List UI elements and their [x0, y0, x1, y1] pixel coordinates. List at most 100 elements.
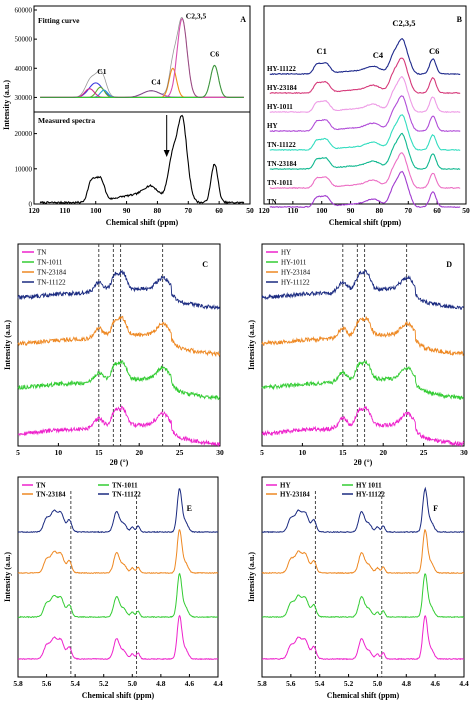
panel-c-series-1: [17, 360, 221, 401]
panel-b-xtick-label: 100: [316, 206, 328, 215]
panel-a-top-ytick-label: 40000: [15, 65, 33, 73]
panel-a-bottom-ytick-label: 20000: [15, 130, 33, 138]
panel-e-frame: [17, 476, 219, 678]
panel-f-xtick-label: 5.8: [257, 679, 267, 688]
panel-a-annotation-c235: C2,3,5: [186, 12, 207, 21]
panel-b-xtick-label: 60: [433, 206, 441, 215]
panel-b-series-4: [269, 114, 461, 151]
panel-a-xlabel: Chemical shift (ppm): [106, 218, 179, 227]
panel-c-ylabel: Intensity (a.u.): [3, 320, 12, 370]
panel-b-series-6: [269, 152, 461, 190]
panel-a-xtick-label: 110: [59, 206, 70, 215]
panel-b-xtick-label: 120: [258, 206, 270, 215]
panel-c-xtick-label: 5: [16, 448, 20, 457]
panel-b-series-label-4: TN-11122: [267, 141, 296, 149]
panel-f-frame: [261, 476, 465, 678]
panel-a-xtick-label: 50: [246, 206, 254, 215]
panel-e-xtick-label: 4.8: [156, 679, 166, 688]
panel-b-series-1: [269, 57, 461, 95]
panel-b-series-label-5: TN-23184: [267, 160, 297, 168]
panel-f-xlabel: Chemical shift (ppm): [327, 691, 400, 700]
panel-f-legend-label-0: HY: [280, 482, 291, 490]
panel-a-xtick-label: 70: [185, 206, 193, 215]
panel-b-xtick-label: 50: [462, 206, 470, 215]
panel-c-series-2: [17, 315, 221, 358]
panel-c-legend-label-2: TN-23184: [37, 269, 67, 277]
panel-c-frame: [17, 243, 221, 447]
panel-d-xtick-label: 25: [420, 448, 428, 457]
panel-b-series-label-6: TN-1011: [267, 179, 293, 187]
panel-b-annotation-c4: C4: [373, 50, 384, 60]
panel-f-letter: F: [433, 504, 438, 513]
panel-b-series-3: [269, 95, 461, 133]
panel-e-xtick-label: 5.2: [99, 679, 109, 688]
panel-e-legend-label-2: TN-23184: [36, 491, 66, 499]
panel-d-frame: [261, 243, 465, 447]
panel-b-xtick-label: 110: [287, 206, 298, 215]
panel-a-annotation-c1: C1: [97, 67, 106, 76]
panel-a-frame: [33, 5, 251, 205]
panel-a-arrowhead: [163, 150, 170, 157]
panel-d-legend-label-3: HY-11122: [281, 279, 310, 287]
panel-e-xtick-label: 5.0: [128, 679, 138, 688]
panel-a-bottom-ytick-label: 0: [29, 201, 33, 209]
panel-a-fit-envelope: [40, 17, 244, 98]
panel-d-letter: D: [446, 260, 452, 269]
panel-e-legend-label-3: TN-11122: [112, 491, 141, 499]
panel-f-legend-label-1: HY 1011: [356, 482, 382, 490]
panel-a-xtick-label: 90: [123, 206, 131, 215]
panel-b-letter: B: [457, 15, 463, 24]
panel-b-series-5: [269, 132, 461, 171]
panel-b-annotation-c6: C6: [429, 46, 439, 56]
panel-e-series-2: [17, 529, 219, 575]
panel-f-legend-label-3: HY-11122: [356, 491, 385, 499]
panel-e-xtick-label: 4.4: [213, 679, 223, 688]
panel-e-xtick-label: 5.8: [13, 679, 23, 688]
panel-f-xtick-label: 5.6: [286, 679, 296, 688]
panel-c-series-0: [17, 405, 221, 448]
panel-b-annotation-c235: C2,3,5: [392, 18, 415, 28]
panel-f-xtick-label: 4.6: [430, 679, 440, 688]
panel-c-xtick-label: 10: [55, 448, 63, 457]
panel-c-letter: C: [202, 260, 208, 269]
panel-e-series-1: [17, 572, 219, 619]
panel-e-xtick-label: 5.4: [70, 679, 80, 688]
panel-b-series-2: [269, 76, 461, 114]
panel-e-xlabel: Chemical shift (ppm): [82, 691, 155, 700]
panel-b-frame: [263, 5, 467, 205]
panel-e-legend-label-0: TN: [36, 482, 46, 490]
panel-d-xtick-label: 20: [379, 448, 387, 457]
panel-b-series-label-3: HY: [267, 122, 278, 130]
panel-f-xtick-label: 5.2: [344, 679, 354, 688]
panel-d-series-0: [261, 405, 465, 448]
panel-a-xtick-label: 80: [154, 206, 162, 215]
panel-c-series-3: [17, 269, 221, 311]
panel-c-xtick-label: 20: [135, 448, 143, 457]
panel-c-xtick-label: 15: [95, 448, 103, 457]
panel-d-series-2: [261, 316, 464, 357]
panel-f-series-0: [261, 615, 465, 661]
panel-f-series-2: [261, 529, 465, 575]
panel-a-top-ytick-label: 60000: [15, 7, 33, 15]
panel-e-series-0: [17, 614, 219, 661]
panel-d-legend-label-0: HY: [281, 249, 291, 257]
panel-e-legend-label-1: TN-1011: [112, 482, 138, 490]
panel-e-xtick-label: 4.6: [185, 679, 195, 688]
panel-b-annotation-c1: C1: [317, 46, 327, 56]
panel-f-series-3: [261, 486, 465, 534]
panel-a-annotation-c4: C4: [151, 77, 160, 86]
panel-a-annotation-c6: C6: [210, 50, 219, 59]
panel-c-legend-label-0: TN: [37, 249, 46, 257]
panel-a-fit-curve-0: [40, 82, 244, 98]
panel-e-series-3: [18, 488, 219, 534]
panel-d-xtick-label: 15: [339, 448, 347, 457]
panel-f-xtick-label: 4.8: [402, 679, 412, 688]
panel-f-xtick-label: 5.0: [373, 679, 383, 688]
panel-f-xtick-label: 4.4: [459, 679, 469, 688]
panel-f-ylabel: Intensity (a.u.): [247, 552, 256, 602]
panel-c-xtick-label: 30: [216, 448, 224, 457]
panel-a-letter: A: [240, 15, 246, 24]
panel-a-top-label: Fitting curve: [38, 16, 80, 25]
panel-a-fit-curve-3: [40, 88, 244, 98]
